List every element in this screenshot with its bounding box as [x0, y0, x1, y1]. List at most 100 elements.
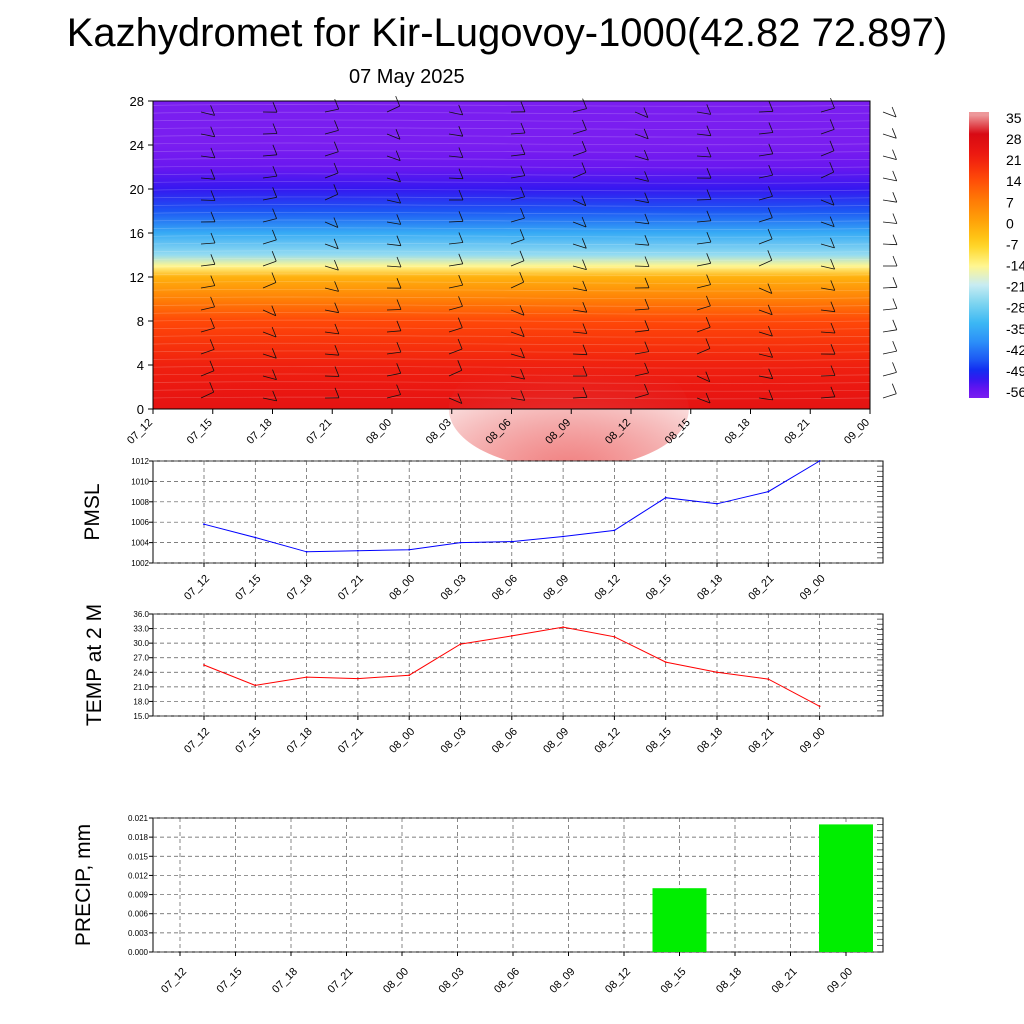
x-tick-label: 07_12 — [182, 726, 212, 756]
temp-point — [716, 671, 718, 674]
contour-line — [152, 312, 871, 315]
temp-point — [562, 626, 564, 628]
x-tick-label: 07_21 — [326, 966, 356, 996]
wind-barb — [634, 351, 649, 355]
y-tick-label: 0.009 — [128, 891, 149, 900]
wind-barb — [324, 243, 339, 250]
wind-barb-flag — [457, 338, 463, 350]
wind-barb — [200, 155, 215, 159]
wind-barb — [200, 285, 215, 289]
x-tick-label: 07_18 — [285, 726, 315, 756]
wind-barb — [572, 396, 588, 399]
temp-point — [254, 684, 257, 687]
pmsl-point — [613, 529, 616, 532]
wind-barb-flag — [333, 141, 339, 152]
wind-barb — [324, 193, 338, 201]
wind-barb — [882, 243, 898, 246]
wind-barb — [386, 394, 401, 399]
contour-line — [152, 342, 871, 346]
contour-line — [152, 165, 871, 169]
wind-barb — [882, 329, 897, 333]
wind-barb-flag — [519, 229, 525, 240]
wind-barb-flag — [767, 304, 773, 315]
y-tick-label: 24.0 — [133, 668, 149, 677]
wind-barb-flag — [706, 210, 712, 221]
wind-barb-flag — [644, 383, 649, 395]
wind-barb — [448, 348, 463, 355]
wind-barb-flag — [706, 189, 712, 200]
colorbar-label: 14 — [1006, 173, 1022, 189]
contour-line — [152, 304, 871, 307]
y-tick-label: 24 — [130, 138, 144, 153]
wind-barb — [262, 375, 277, 380]
chart-subtitle: 07 May 2025 — [349, 66, 465, 88]
wind-barb — [758, 196, 773, 201]
wind-barb — [262, 282, 277, 289]
wind-barb-flag — [644, 256, 650, 267]
wind-barb-flag — [892, 298, 898, 309]
x-tick-label: 08_21 — [770, 966, 800, 996]
wind-barb-flag — [582, 387, 588, 398]
wind-barb-flag — [830, 365, 836, 376]
wind-barb-flag — [272, 144, 278, 155]
wind-barb — [758, 217, 773, 223]
x-tick-label: 08_00 — [364, 417, 394, 447]
wind-barb — [262, 239, 277, 245]
x-tick-label: 09_00 — [825, 966, 855, 996]
wind-barb-flag — [706, 295, 711, 307]
colorbar-label: -7 — [1006, 236, 1019, 252]
x-tick-label: 08_12 — [603, 966, 633, 996]
contour-line — [152, 319, 871, 323]
y-tick-label: 0.021 — [128, 814, 149, 823]
wind-barb — [696, 111, 711, 115]
wind-barb — [448, 327, 463, 333]
wind-barb — [696, 220, 711, 223]
y-tick-label: 4 — [137, 358, 144, 373]
wind-barb-flag — [272, 390, 278, 402]
wind-barb-flag — [272, 229, 277, 241]
wind-barb-flag — [892, 319, 898, 330]
wind-barb-flag — [210, 211, 216, 222]
wind-barb — [262, 260, 277, 267]
wind-barb — [882, 177, 897, 182]
temp-point — [459, 643, 462, 645]
wind-barb-flag — [210, 105, 215, 116]
wind-barb — [572, 287, 587, 292]
contour-line — [152, 288, 871, 292]
y-tick-label: 0.018 — [128, 833, 149, 842]
wind-barb — [696, 199, 712, 201]
colorbar-label: 21 — [1006, 152, 1022, 168]
contour-line — [152, 335, 871, 338]
wind-barb-flag — [520, 347, 525, 359]
y-tick-label: 0.015 — [128, 852, 149, 861]
wind-barb-flag — [582, 365, 588, 377]
wind-barb-flag — [272, 187, 278, 198]
wind-barb — [510, 196, 525, 201]
wind-barb — [820, 265, 835, 270]
wind-barb-flag — [581, 195, 587, 206]
colorbar-label: 7 — [1006, 194, 1014, 210]
pmsl-point — [203, 523, 205, 526]
wind-barb — [820, 150, 835, 157]
wind-barb-flag — [830, 280, 836, 291]
wind-barb-flag — [210, 190, 216, 201]
wind-barb-flag — [396, 214, 402, 225]
wind-barb — [200, 199, 216, 201]
wind-barb-flag — [767, 283, 773, 294]
wind-barb-flag — [768, 186, 773, 197]
y-tick-label: 18.0 — [133, 697, 149, 706]
wind-barb-flag — [582, 323, 588, 334]
wind-barb — [448, 284, 463, 289]
wind-barb-flag — [892, 170, 898, 182]
x-tick-label: 07_18 — [270, 966, 300, 996]
wind-barb — [882, 199, 897, 203]
wind-barb-flag — [396, 320, 402, 331]
wind-barb-flag — [892, 234, 898, 245]
wind-barb — [634, 221, 649, 225]
y-tick-label: 0.012 — [128, 871, 149, 880]
wind-barb — [510, 217, 525, 223]
wind-barb-flag — [519, 326, 525, 337]
y-tick-label: 16 — [130, 226, 144, 241]
colorbar-label: 35 — [1006, 110, 1022, 126]
colorbar-label: -28 — [1006, 300, 1024, 316]
